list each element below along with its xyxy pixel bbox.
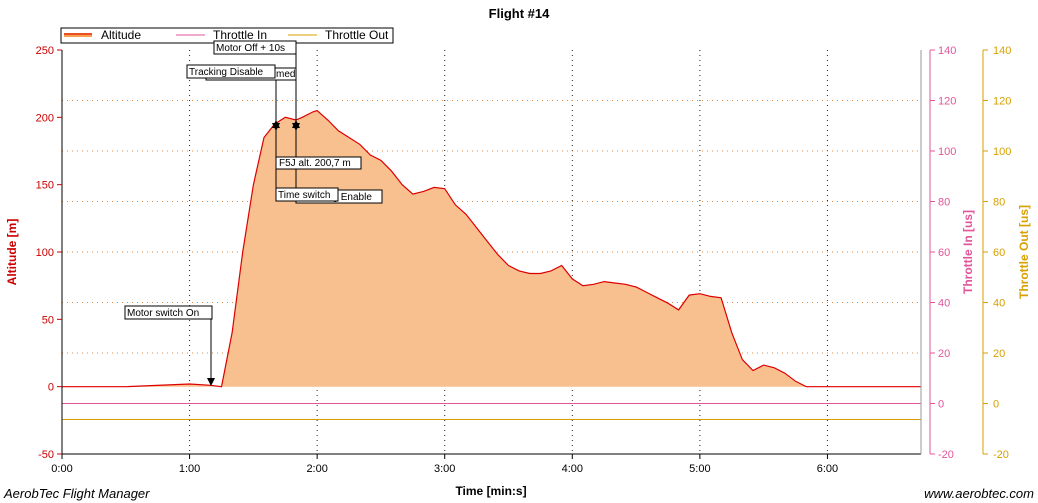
legend-label-throttle-in: Throttle In (213, 28, 267, 42)
y-right1-tick-label: 120 (938, 96, 956, 108)
x-tick-label: 0:00 (51, 463, 72, 475)
x-tick-label: 1:00 (179, 463, 200, 475)
annotations: Motor switch On med Tracking Disable Mot… (124, 40, 383, 386)
y-left-tick-label: 0 (48, 382, 54, 394)
chart-title: Flight #14 (489, 6, 550, 21)
y-right2-tick-label: 0 (993, 399, 999, 411)
y-right2-tick-label: 140 (993, 45, 1011, 57)
y-right1-tick-label: 60 (938, 247, 950, 259)
x-tick-label: 4:00 (562, 463, 583, 475)
y-axis-left-label: Altitude [m] (5, 219, 19, 286)
y-right2-tick-label: 60 (993, 247, 1005, 259)
y-right2-tick-label: -20 (993, 449, 1009, 461)
legend: Altitude Throttle In Throttle Out (60, 27, 394, 44)
legend-label-altitude: Altitude (101, 28, 141, 42)
y-right2-tick-label: 100 (993, 146, 1011, 158)
y-right2-tick-label: 80 (993, 197, 1005, 209)
y-right2-tick-label: 40 (993, 298, 1005, 310)
y-left-tick-label: 250 (36, 45, 54, 57)
y-left-tick-label: 200 (36, 112, 54, 124)
annotation-motor-off: Motor Off + 10s (216, 43, 285, 54)
annotation-med: med (276, 69, 295, 80)
annotation-tracking-disable: Tracking Disable (189, 67, 264, 78)
y-right1-tick-label: 140 (938, 45, 956, 57)
y-right1-tick-label: 0 (938, 399, 944, 411)
y-left-tick-label: 50 (42, 314, 54, 326)
y-left-tick-label: -50 (38, 449, 54, 461)
y-right1-tick-label: -20 (938, 449, 954, 461)
x-tick-label: 5:00 (689, 463, 710, 475)
y-right1-tick-label: 20 (938, 348, 950, 360)
y-right1-tick-label: 40 (938, 298, 950, 310)
altitude-line (62, 109, 921, 388)
x-tick-label: 3:00 (434, 463, 455, 475)
y-right1-tick-label: 100 (938, 146, 956, 158)
y-right2-tick-label: 120 (993, 96, 1011, 108)
y-right2-tick-label: 20 (993, 348, 1005, 360)
x-axis-label: Time [min:s] (455, 484, 526, 498)
annotation-f5j-altitude: F5J alt. 200,7 m (279, 158, 351, 169)
x-tick-label: 2:00 (306, 463, 327, 475)
y-left-tick-label: 100 (36, 247, 54, 259)
tick-labels: 0:00 1:00 2:00 3:00 4:00 5:00 6:00 -50 0 50 100 150… (36, 45, 1012, 475)
annotation-motor-switch-on: Motor switch On (127, 308, 199, 319)
footer-app-name: AerobTec Flight Manager (3, 486, 150, 501)
altitude-area (62, 110, 921, 387)
legend-label-throttle-out: Throttle Out (325, 28, 389, 42)
x-tick-label: 6:00 (817, 463, 838, 475)
y-right1-tick-label: 80 (938, 197, 950, 209)
footer-url: www.aerobtec.com (924, 486, 1034, 501)
y-axis-right2-label: Throttle Out [us] (1017, 205, 1031, 299)
y-axis-right1-label: Throttle In [us] (961, 210, 975, 294)
annotation-time-switch: Time switch (278, 190, 330, 201)
y-left-tick-label: 150 (36, 180, 54, 192)
